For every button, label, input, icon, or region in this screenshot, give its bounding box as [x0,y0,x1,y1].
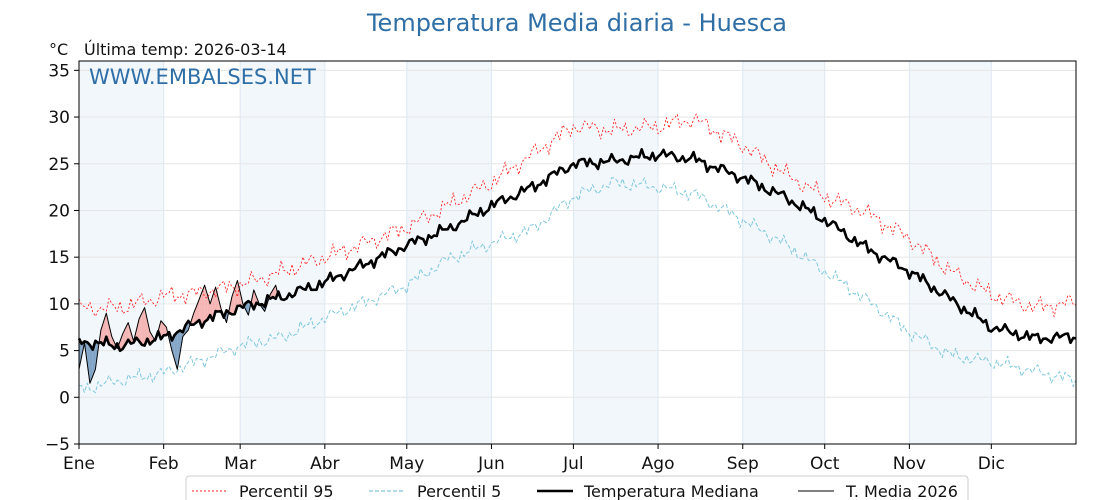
x-axis: Ene Feb Mar Abr May Jun Jul Ago Sep Oct Nov Dic [63,444,1005,474]
last-temp-label: Última temp: 2026-03-14 [84,40,287,59]
y-axis: 35 30 25 20 15 10 5 0 −5 [45,61,79,455]
vertical-gridlines [78,61,992,444]
anomaly-fill-warm [237,280,241,306]
anomaly-fill-cold [245,301,249,316]
anomaly-fill-warm [272,285,276,299]
watermark: WWW.EMBALSES.NET [89,65,316,89]
anomaly-fill-warm [193,306,197,325]
month-bands [79,61,992,444]
anomaly-fill-warm [109,324,112,346]
anomaly-fill-cold [177,330,181,370]
x-tick-label: Sep [727,454,759,474]
month-band-Sep [742,61,825,444]
month-band-May [406,61,492,444]
month-band-Jul [573,61,659,444]
series-lines [77,113,1077,394]
legend-label-median: Temperatura Mediana [583,482,759,500]
line-percentil-95 [78,113,1077,318]
anomaly-fill-warm [199,292,202,328]
x-tick-label: Feb [149,454,179,474]
anomaly-fill-warm [136,318,140,342]
y-tick-label: 5 [59,342,70,362]
x-tick-label: Dic [978,454,1005,474]
anomaly-fill-warm [215,287,219,312]
y-tick-label: 20 [48,201,70,221]
y-tick-label: −5 [45,435,70,455]
legend-label-p95: Percentil 95 [239,482,334,500]
x-tick-label: Oct [810,454,840,474]
y-tick-label: 15 [48,248,70,268]
y-tick-label: 25 [48,155,70,175]
x-tick-label: Jul [562,454,584,474]
line-t-media-2026 [78,280,279,384]
y-tick-label: 0 [59,388,70,408]
month-band-Nov [909,61,992,444]
anomaly-fill-cold [87,342,90,384]
legend: Percentil 95 Percentil 5 Temperatura Med… [185,475,969,500]
unit-label: °C [49,40,68,59]
anomaly-fill-warm [141,307,145,346]
anomaly-fill-warm [139,313,142,345]
anomaly-fill-cold [89,345,93,384]
month-band-Mar [240,61,325,444]
line-temperatura-mediana [77,148,1077,353]
anomaly-fill-warm [119,333,123,351]
x-tick-label: Nov [893,454,926,474]
anomaly-fill-warm [100,321,104,346]
x-tick-label: Jun [477,454,505,474]
y-tick-label: 30 [48,108,70,128]
line-percentil-5 [78,177,1077,394]
legend-box [185,475,969,500]
anomaly-fill-warm [128,322,131,344]
legend-label-2026: T. Media 2026 [845,482,958,500]
anomaly-fill-cold [79,338,82,370]
x-tick-label: Mar [224,454,256,474]
x-tick-label: Abr [310,454,339,474]
x-tick-label: Ene [63,454,95,474]
anomaly-fill-warm [204,285,208,322]
anomaly-fill-warm [207,294,211,320]
x-tick-label: Ago [642,454,675,474]
month-band-Ene [79,61,164,444]
x-tick-label: May [389,454,424,474]
plot-frame [78,60,1077,445]
chart-title: Temperatura Media diaria - Huesca [366,9,787,37]
y-tick-label: 10 [48,295,70,315]
anomaly-fill-cold [174,332,178,370]
legend-label-p5: Percentil 5 [417,482,501,500]
y-tick-label: 35 [48,61,70,81]
